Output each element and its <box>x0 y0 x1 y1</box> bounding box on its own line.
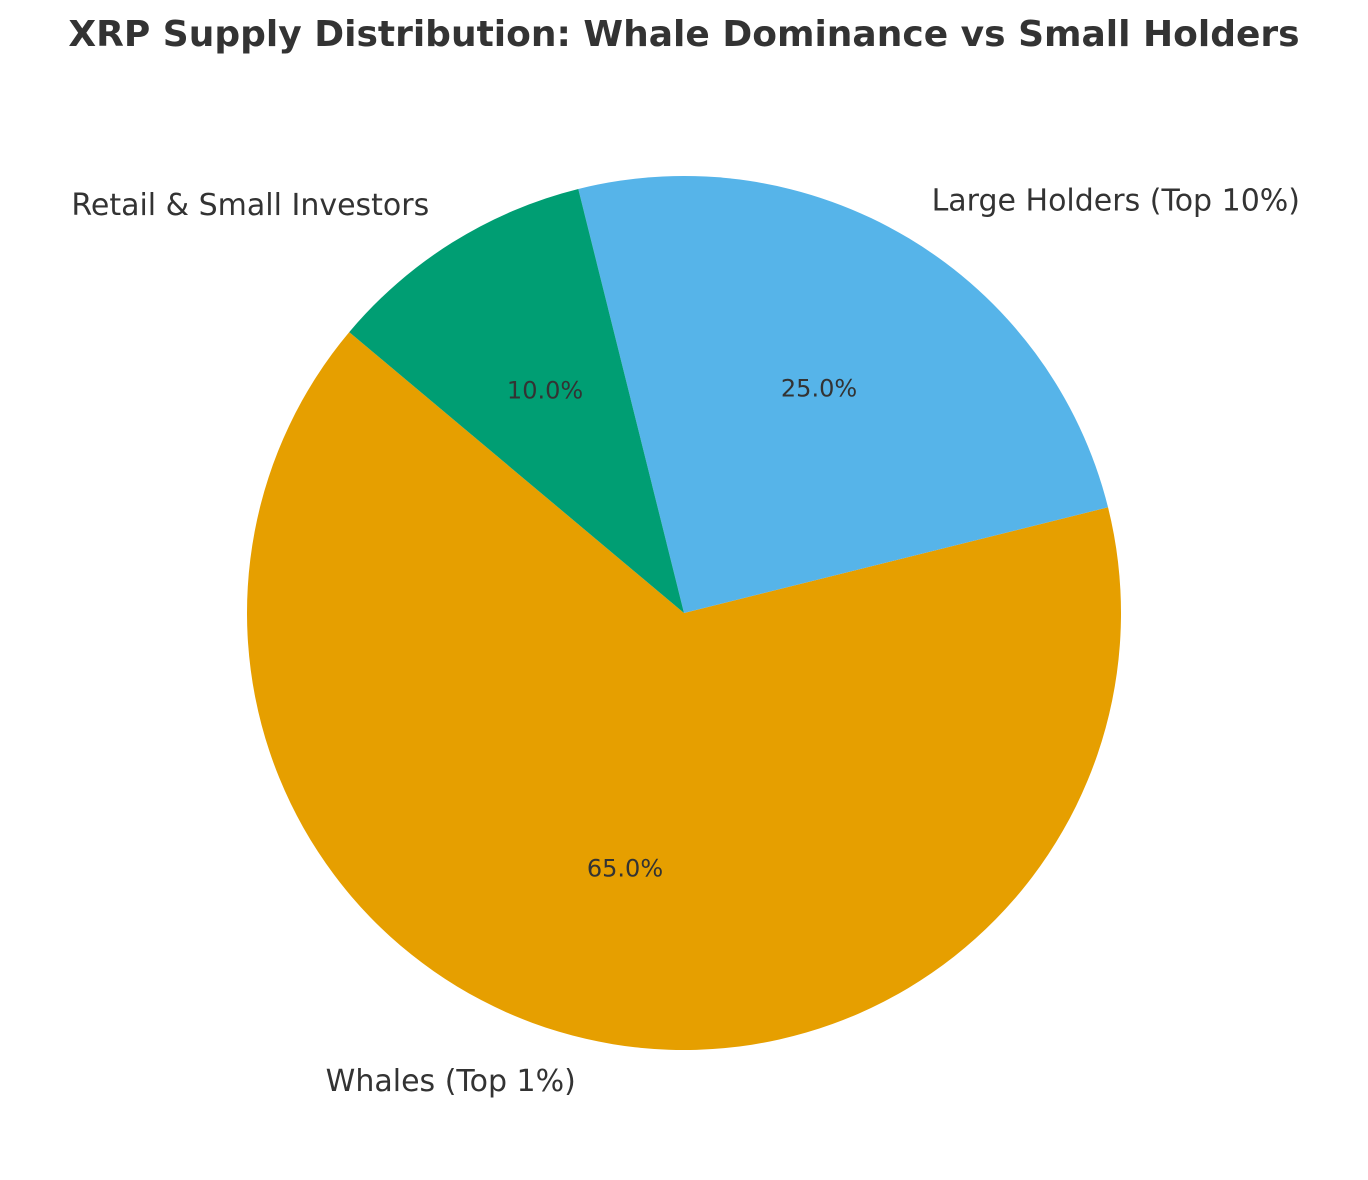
chart-title: XRP Supply Distribution: Whale Dominance… <box>68 14 1300 55</box>
slice-category-label: Retail & Small Investors <box>71 188 429 223</box>
pie-slice-2 <box>578 176 1109 613</box>
pie-slice-3 <box>349 188 684 613</box>
slice-percent-label: 65.0% <box>587 854 663 882</box>
pie-slice-1 <box>247 332 1121 1050</box>
slice-category-label: Whales (Top 1%) <box>326 1064 576 1099</box>
slice-category-label: Large Holders (Top 10%) <box>932 183 1300 218</box>
slice-percent-label: 25.0% <box>781 374 857 402</box>
slice-percent-label: 10.0% <box>507 377 583 405</box>
